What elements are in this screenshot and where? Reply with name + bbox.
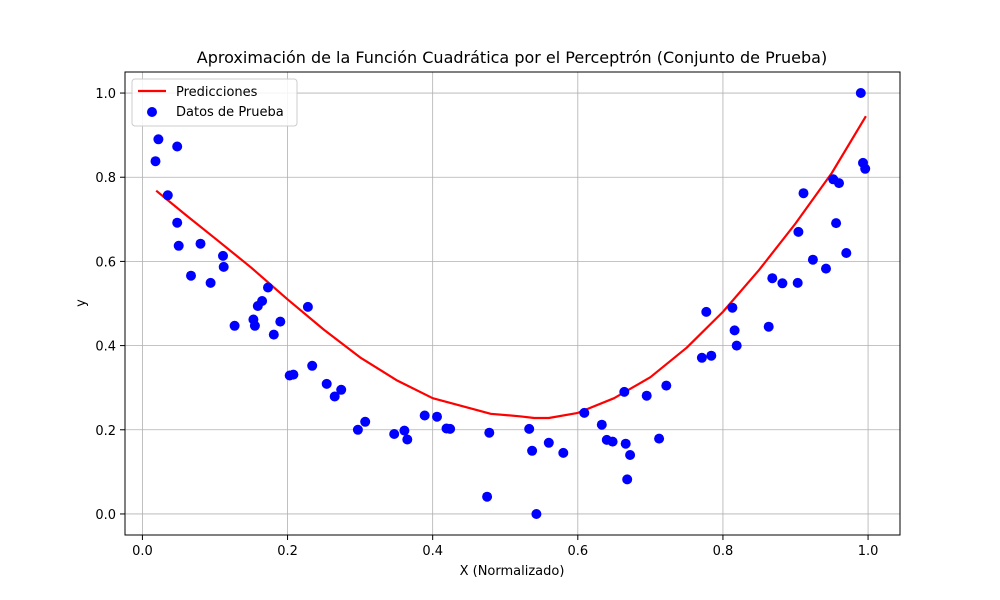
data-point xyxy=(793,226,804,237)
data-point xyxy=(641,390,652,401)
data-point xyxy=(432,411,442,422)
data-point xyxy=(727,302,738,313)
data-point xyxy=(543,437,554,448)
data-point xyxy=(288,369,299,380)
data-point xyxy=(195,238,206,249)
data-point xyxy=(268,329,279,340)
data-point xyxy=(150,156,161,167)
data-point xyxy=(706,350,717,361)
data-point xyxy=(625,450,636,460)
x-tick-label: 0.0 xyxy=(132,544,153,559)
x-tick-label: 0.2 xyxy=(277,544,298,559)
data-point xyxy=(821,263,831,274)
x-tick-label: 0.4 xyxy=(422,544,443,559)
legend-label-predicciones: Predicciones xyxy=(176,85,258,100)
data-point xyxy=(763,321,774,332)
plot-frame xyxy=(124,71,901,536)
data-point xyxy=(767,273,778,284)
data-point xyxy=(307,360,318,371)
grid xyxy=(125,72,900,535)
data-point xyxy=(229,320,240,331)
legend-point-marker xyxy=(147,107,157,117)
data-point xyxy=(798,188,809,199)
axis-ticks: 0.0 0.2 0.4 0.6 0.8 1.0 0.0 0.2 0.4 0.6 0.8 1.0 xyxy=(95,87,878,559)
legend-label-datos-de-prueba: Datos de Prueba xyxy=(176,105,284,120)
data-point xyxy=(607,436,618,447)
data-point xyxy=(531,509,542,519)
data-point xyxy=(336,384,347,395)
y-tick-label: 0.2 xyxy=(95,424,116,439)
data-point xyxy=(622,474,633,485)
data-point xyxy=(302,301,313,312)
x-tick-label: 0.6 xyxy=(567,544,588,559)
data-point xyxy=(218,250,228,261)
x-tick-label: 0.8 xyxy=(713,544,734,559)
data-point xyxy=(579,407,590,418)
data-point xyxy=(596,419,607,430)
y-tick-label: 0.0 xyxy=(95,508,116,523)
data-point xyxy=(389,429,400,439)
data-point xyxy=(321,378,332,389)
prediction-line xyxy=(155,115,867,420)
data-point xyxy=(855,88,866,98)
data-point xyxy=(399,425,410,436)
data-point xyxy=(831,218,842,229)
data-point xyxy=(860,163,871,174)
data-point xyxy=(654,433,665,444)
data-point xyxy=(186,270,196,281)
data-point xyxy=(484,427,495,438)
data-point xyxy=(257,296,268,306)
y-tick-label: 0.4 xyxy=(95,340,116,355)
data-point xyxy=(731,340,742,351)
data-point xyxy=(402,434,413,445)
y-tick-label: 0.8 xyxy=(95,171,116,186)
data-point xyxy=(173,240,184,251)
data-point xyxy=(620,438,631,449)
data-point xyxy=(329,391,340,402)
data-point xyxy=(263,282,273,293)
data-point xyxy=(162,190,173,201)
data-point xyxy=(661,380,672,391)
chart-title: Aproximación de la Función Cuadrática po… xyxy=(197,48,827,67)
data-point xyxy=(153,134,164,145)
data-point xyxy=(445,423,456,434)
data-point xyxy=(172,141,183,152)
x-tick-label: 1.0 xyxy=(858,544,879,559)
data-point xyxy=(701,306,712,317)
data-point xyxy=(807,254,818,265)
legend: Predicciones Datos de Prueba xyxy=(131,78,298,127)
plot-series xyxy=(150,88,871,519)
legend-box xyxy=(131,78,298,127)
data-point xyxy=(777,278,788,289)
data-point xyxy=(360,416,371,427)
data-point xyxy=(558,447,569,458)
y-tick-label: 1.0 xyxy=(95,87,116,102)
y-axis-label: y xyxy=(74,299,89,307)
data-point xyxy=(205,277,216,288)
data-point xyxy=(841,248,852,258)
data-point xyxy=(527,445,538,456)
data-point xyxy=(619,386,630,397)
y-tick-label: 0.6 xyxy=(95,255,116,270)
data-point xyxy=(218,261,229,272)
data-point xyxy=(482,491,493,502)
data-point xyxy=(792,277,803,288)
data-point xyxy=(249,320,260,331)
x-axis-label: X (Normalizado) xyxy=(460,564,565,579)
data-point xyxy=(729,325,740,336)
data-point xyxy=(834,178,844,189)
data-point xyxy=(524,423,535,434)
data-point xyxy=(352,424,363,435)
data-point xyxy=(696,352,707,363)
data-point xyxy=(419,410,430,421)
data-point xyxy=(172,217,183,228)
data-point xyxy=(275,316,286,327)
